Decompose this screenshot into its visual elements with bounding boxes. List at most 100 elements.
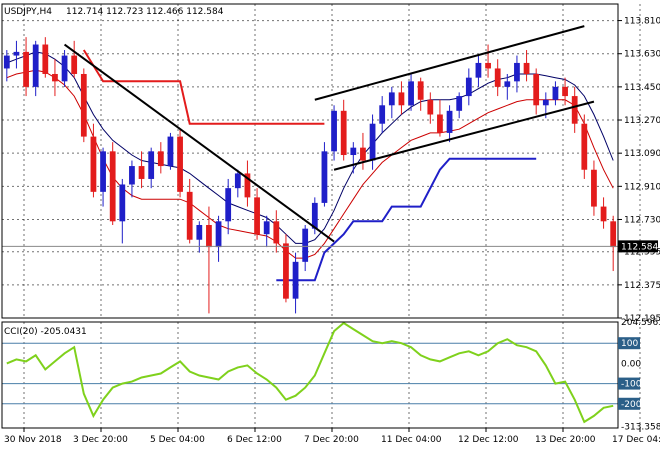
candle-body — [610, 221, 617, 248]
candle-body — [186, 191, 193, 240]
candle-body — [331, 110, 337, 152]
candle-body — [263, 221, 270, 235]
candle-body — [446, 110, 453, 133]
time-tick-label: 12 Dec 12:00 — [458, 435, 519, 445]
candle-body — [42, 44, 49, 74]
price-tick-label: 113.630 — [624, 50, 660, 60]
cci-tick-label: 204.5963 — [621, 318, 660, 328]
price-tick-label: 112.375 — [624, 281, 660, 291]
current-price-label: 112.584 — [621, 242, 658, 252]
candle-body — [283, 243, 289, 299]
candle-body — [321, 151, 328, 203]
candle-body — [552, 86, 559, 100]
candle-body — [71, 55, 78, 74]
cci-tick-label: -200 — [621, 400, 642, 410]
price-tick-label: 112.730 — [624, 215, 660, 225]
cci-line — [6, 321, 614, 424]
candle-body — [533, 73, 540, 106]
candle-body — [379, 105, 386, 124]
lower-channel-line — [276, 157, 537, 282]
trend-line — [63, 43, 335, 243]
price-panel — [2, 25, 618, 314]
candle-body — [225, 188, 232, 222]
candle-body — [13, 51, 20, 56]
axes: 113.810 113.630 113.450 113.270 113.090 112.9… — [1, 3, 660, 445]
candle-body — [542, 99, 549, 106]
candle-body — [360, 147, 366, 161]
time-tick-label: 3 Dec 20:00 — [73, 435, 128, 445]
candle-body — [417, 81, 424, 100]
candle-body — [581, 123, 588, 170]
price-tick-label: 112.555 — [624, 248, 660, 258]
candle-body — [504, 81, 511, 87]
candle-body — [514, 62, 520, 82]
candle-body — [456, 96, 463, 111]
candle-body — [196, 224, 203, 240]
candle-body — [32, 44, 39, 87]
candle-body — [119, 184, 126, 222]
cci-level-box — [618, 397, 640, 410]
candle-body — [100, 151, 106, 192]
price-tick-label: 112.910 — [624, 182, 660, 192]
candle-body — [427, 99, 434, 115]
candle-body — [408, 81, 414, 106]
price-tick-label: 112.195 — [624, 314, 660, 324]
cci-level-box — [618, 337, 640, 350]
candle-body — [61, 55, 68, 82]
ohlc-header: 112.714 112.723 112.466 112.584 — [66, 7, 224, 17]
price-frame — [1, 3, 619, 319]
candle-body — [311, 202, 318, 229]
candle-body — [591, 169, 597, 207]
candle-body — [23, 51, 29, 87]
candle-body — [129, 166, 135, 185]
trend-line — [333, 100, 595, 171]
cci-title: CCI(20) -205.0431 — [4, 327, 87, 337]
time-tick-label: 13 Dec 20:00 — [535, 435, 596, 445]
candle-body — [562, 86, 568, 97]
price-tick-label: 113.090 — [624, 149, 660, 159]
candle-body — [138, 166, 145, 179]
cci-frame — [1, 321, 619, 429]
candle-body — [157, 151, 164, 167]
candle-body — [254, 197, 260, 235]
candle-body — [52, 73, 58, 82]
candle-body — [475, 62, 482, 78]
candle-body — [244, 173, 251, 198]
candle-body — [485, 62, 491, 69]
slow-moving-average — [6, 69, 614, 259]
candle-body — [273, 221, 280, 244]
candle-body — [369, 123, 376, 161]
candle-body — [437, 114, 443, 133]
candle-body — [465, 77, 472, 97]
time-tick-label: 17 Dec 04:00 — [612, 435, 660, 445]
candle-body — [234, 173, 241, 189]
candle-body — [340, 110, 347, 156]
chart-title: USDJPY,H4 — [4, 7, 52, 17]
candle-body — [3, 55, 10, 69]
candle-body — [206, 224, 212, 248]
price-tick-label: 113.270 — [624, 116, 660, 126]
fast-moving-average — [6, 51, 614, 244]
candle-body — [292, 261, 299, 299]
cci-tick-label: 100 — [621, 339, 638, 349]
cci-panel — [2, 321, 618, 424]
candle-body — [600, 206, 607, 222]
candle-body — [523, 62, 530, 74]
candle-body — [109, 151, 116, 222]
candle-body — [388, 92, 395, 106]
time-tick-label: 11 Dec 04:00 — [381, 435, 442, 445]
candle-body — [494, 68, 501, 87]
candle-body — [90, 136, 97, 192]
time-tick-label: 30 Nov 2018 — [4, 435, 62, 445]
trend-line — [314, 25, 585, 101]
candle-body — [148, 151, 155, 179]
candle-body — [302, 228, 309, 262]
price-tick-label: 113.450 — [624, 83, 660, 93]
cci-level-box — [618, 377, 640, 390]
cci-tick-label: 0.00 — [621, 359, 641, 369]
candle-body — [398, 92, 405, 106]
candle-body — [167, 136, 174, 167]
price-tick-label: 113.810 — [624, 17, 660, 27]
